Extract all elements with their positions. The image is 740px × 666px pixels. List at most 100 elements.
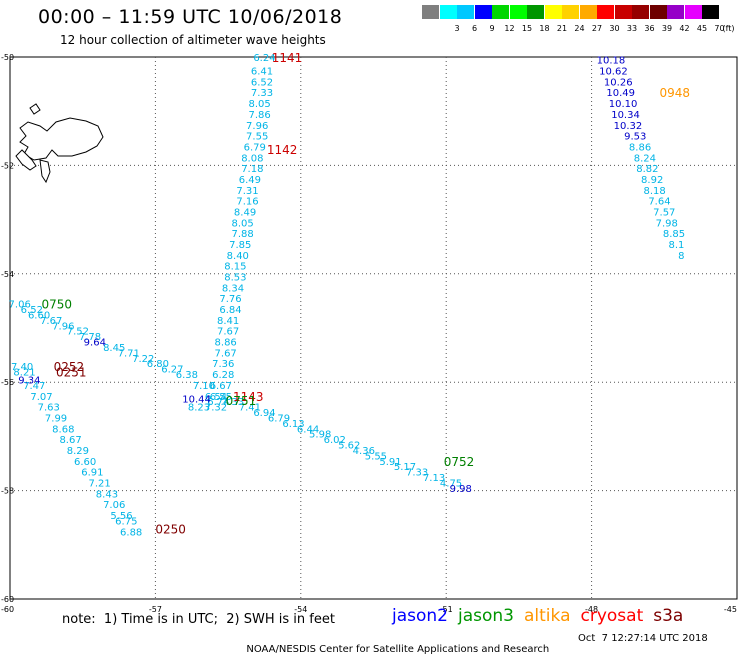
wave-height-value: 10.18 <box>597 56 626 67</box>
legend-label: 24 <box>574 24 585 33</box>
wave-height-value: 10.44 <box>182 394 211 405</box>
pass-time-label: 0752 <box>444 455 475 469</box>
wave-height-value: 8.86 <box>629 142 651 153</box>
wave-height-value: 6.27 <box>161 365 183 376</box>
wave-height-value: 6.88 <box>120 527 142 538</box>
wave-height-value: 6.80 <box>147 359 169 370</box>
wave-height-value: 5.55 <box>365 451 387 462</box>
wave-height-value: 6.55 <box>210 392 232 403</box>
wave-height-value: 7.06 <box>103 500 125 511</box>
wave-height-value: 8.05 <box>248 99 270 110</box>
legend-label: 15 <box>521 24 533 33</box>
legend-swatch <box>614 5 632 19</box>
wave-height-value: 7.07 <box>30 392 52 403</box>
wave-height-value: 7.67 <box>217 327 239 338</box>
wave-height-value: 8 <box>678 251 684 262</box>
wave-height-value: 8.43 <box>96 489 118 500</box>
wave-height-value: 8.23 <box>188 403 210 414</box>
wave-height-value: 8.21 <box>13 367 35 378</box>
legend-swatch <box>457 5 474 19</box>
pass-time-label: 0252 <box>54 360 85 374</box>
pass-time-label: 1141 <box>272 51 303 65</box>
wave-height-value: 6.79 <box>244 142 266 153</box>
wave-height-value: 7.67 <box>40 316 62 327</box>
wave-height-value: 6.52 <box>21 305 43 316</box>
wave-height-value: 5.17 <box>394 462 416 473</box>
pass-time-label: 0250 <box>155 523 186 537</box>
wave-height-value: 8.1 <box>668 240 684 251</box>
wave-height-value: 7.98 <box>656 218 678 229</box>
legend-swatch <box>439 5 457 19</box>
wave-height-value: 6.24 <box>253 53 275 64</box>
wave-height-value: 10.10 <box>609 99 638 110</box>
footnote: note: 1) Time is in UTC; 2) SWH is in fe… <box>62 612 335 627</box>
wave-height-value: 6.38 <box>176 370 198 381</box>
lat-tick-label: -58 <box>1 487 14 496</box>
wave-height-value: 8.24 <box>634 153 656 164</box>
wave-height-value: 6.67 <box>210 381 232 392</box>
wave-height-value: 7.13 <box>423 473 445 484</box>
wave-height-value: 8.18 <box>643 186 665 197</box>
map-frame <box>9 56 738 600</box>
island-outline <box>15 149 37 171</box>
wave-height-value: 7.47 <box>23 381 45 392</box>
wave-height-value: 6.79 <box>268 413 290 424</box>
lat-tick-label: -56 <box>1 378 14 387</box>
legend-label: 9 <box>489 24 495 33</box>
legend-swatch <box>422 5 439 19</box>
wave-height-value: 6.54 <box>205 392 227 403</box>
wave-height-value: 6.84 <box>219 305 241 316</box>
wave-height-value: 7.85 <box>229 240 251 251</box>
wave-height-value: 4.36 <box>353 446 375 457</box>
legend-label: 12 <box>504 24 515 33</box>
legend-swatch <box>544 5 562 19</box>
lat-tick-label: -60 <box>1 595 14 604</box>
wave-height-value: 9.64 <box>84 338 106 349</box>
wave-height-value: 6.91 <box>81 468 103 479</box>
wave-height-value: 7.06 <box>9 300 31 311</box>
wave-height-value: 7.99 <box>45 413 67 424</box>
wave-height-value: 7.10 <box>193 381 215 392</box>
wave-height-value: 8.82 <box>636 164 658 175</box>
pass-time-label: 1142 <box>267 143 298 157</box>
wave-height-value: 6.60 <box>28 310 50 321</box>
satellite-jason2: jason2 <box>392 606 448 626</box>
map-title: 00:00 – 11:59 UTC 10/06/2018 <box>38 6 343 28</box>
pass-time-label: 0751 <box>226 394 257 408</box>
wave-height-value: 6.41 <box>251 67 273 78</box>
lon-tick-label: -57 <box>149 605 162 614</box>
pass-time-label: 0948 <box>659 86 690 100</box>
satellite-legend: jason2 jason3 altika cryosat s3a <box>392 606 693 626</box>
wave-height-value: 5.98 <box>309 430 331 441</box>
wave-height-value: 6.75 <box>115 516 137 527</box>
wave-height-value: 8.05 <box>232 218 254 229</box>
falkland-islands-outline <box>19 117 104 161</box>
legend-unit: (ft) <box>722 24 735 33</box>
wave-height-value: 8.41 <box>217 316 239 327</box>
wave-height-value: 6.60 <box>74 457 96 468</box>
wave-height-value: 7.78 <box>79 332 101 343</box>
lon-tick-label: -51 <box>440 605 453 614</box>
satellite-cryosat: cryosat <box>580 606 644 626</box>
lat-tick-label: -50 <box>1 53 14 62</box>
lon-tick-label: -45 <box>724 605 737 614</box>
satellite-jason3: jason3 <box>458 606 514 626</box>
wave-height-value: 8.68 <box>52 424 74 435</box>
legend-swatch <box>527 5 544 19</box>
wave-height-value: 7.57 <box>653 207 675 218</box>
wave-height-value: 4.75 <box>440 478 462 489</box>
pass-time-label: 0750 <box>42 298 73 312</box>
wave-height-value: 8.85 <box>663 229 685 240</box>
wave-height-value: 7.55 <box>246 132 268 143</box>
island-outline <box>29 103 41 115</box>
wave-height-value: 7.52 <box>67 327 89 338</box>
wave-height-value: 5.91 <box>379 457 401 468</box>
lon-tick-label: -48 <box>585 605 598 614</box>
wave-height-value: 9.98 <box>450 484 472 495</box>
legend-swatch <box>509 5 527 19</box>
pass-time-label: 1143 <box>233 390 264 404</box>
satellite-s3a: s3a <box>653 606 684 626</box>
legend-swatch <box>684 5 702 19</box>
wave-height-value: 7.22 <box>132 354 154 365</box>
legend-label: 18 <box>539 24 550 33</box>
